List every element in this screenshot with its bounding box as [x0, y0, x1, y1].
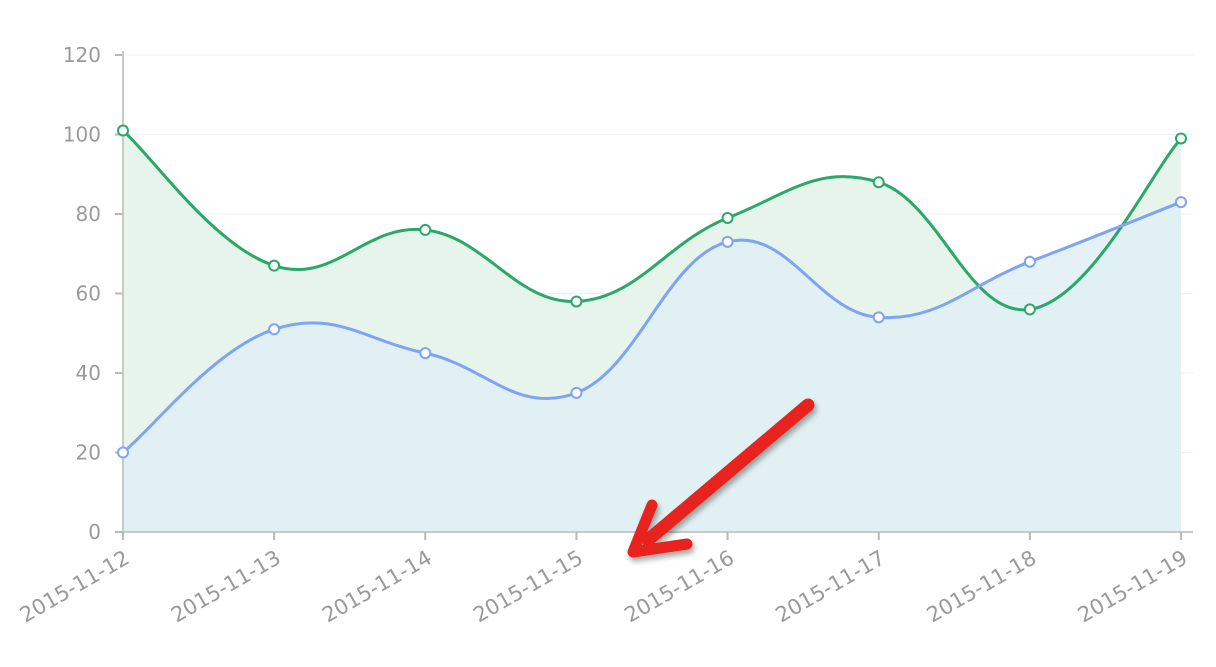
series-areas: [123, 130, 1181, 532]
x-tick-label: 2015-11-18: [923, 546, 1041, 628]
x-tick-label: 2015-11-17: [772, 546, 890, 628]
series-points: [117, 124, 1187, 459]
x-tick-label: 2015-11-15: [469, 546, 587, 628]
x-tick-label: 2015-11-19: [1074, 546, 1192, 628]
series-2-line: [122, 200, 1182, 454]
series-1-point[interactable]: [721, 211, 734, 224]
series-1-point[interactable]: [570, 295, 583, 308]
series-1-point[interactable]: [117, 124, 129, 137]
x-tick-label: 2015-11-16: [620, 546, 738, 628]
y-tick-label: 0: [88, 520, 101, 544]
x-tick-label: 2015-11-12: [16, 546, 134, 628]
series-2-point[interactable]: [570, 386, 583, 399]
series-2-point[interactable]: [721, 235, 734, 248]
x-tick-label: 2015-11-14: [318, 546, 436, 628]
series-1-point[interactable]: [268, 259, 281, 272]
series-2-area: [123, 202, 1181, 532]
series-2-point[interactable]: [872, 311, 885, 324]
annotation: [627, 398, 815, 558]
y-tick-label: 80: [76, 202, 101, 226]
y-tick-label: 20: [76, 441, 101, 465]
red-arrow-annotation: [627, 398, 815, 558]
x-axis-tick-labels: 2015-11-12 2015-11-13 2015-11-14 2015-11-15…: [16, 546, 1192, 628]
arrow-head: [627, 499, 693, 558]
series-1-point[interactable]: [872, 176, 885, 189]
series-2-point[interactable]: [117, 446, 129, 459]
arrow-shaft: [641, 398, 815, 547]
y-axis-tick-labels: 0 20 40 60 80 100 120: [63, 43, 101, 544]
series-2-point[interactable]: [268, 323, 281, 336]
series-2-point[interactable]: [1175, 196, 1187, 209]
y-tick-label: 120: [63, 43, 101, 67]
series-1-point[interactable]: [1023, 303, 1036, 316]
x-tick-label: 2015-11-13: [167, 546, 285, 628]
series-2-point[interactable]: [419, 347, 432, 360]
y-tick-label: 60: [76, 282, 101, 306]
series-2-point[interactable]: [1023, 255, 1036, 268]
series-1-point[interactable]: [1175, 132, 1187, 145]
y-tick-label: 100: [63, 123, 101, 147]
y-tick-label: 40: [76, 361, 101, 385]
series-1-point[interactable]: [419, 223, 432, 236]
